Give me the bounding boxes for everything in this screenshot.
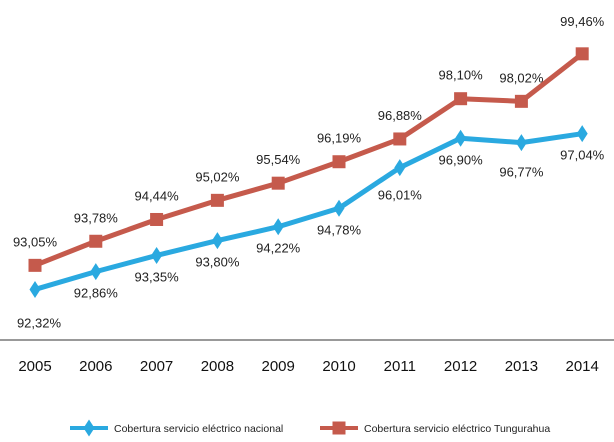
data-point-diamond — [272, 218, 284, 236]
data-point-square — [514, 94, 528, 108]
data-point-square — [210, 193, 224, 207]
data-point-diamond — [333, 199, 345, 217]
x-tick-label: 2014 — [566, 358, 599, 375]
data-point-diamond — [29, 280, 41, 298]
data-point-diamond — [455, 129, 467, 147]
data-label: 98,10% — [439, 68, 484, 83]
x-tick-label: 2010 — [322, 358, 355, 375]
data-label: 92,32% — [17, 315, 62, 330]
x-tick-label: 2012 — [444, 358, 477, 375]
legend-label: Cobertura servicio eléctrico Tungurahua — [364, 423, 550, 435]
data-label: 96,90% — [439, 152, 484, 167]
series-line — [34, 131, 583, 292]
data-label: 97,04% — [560, 148, 605, 163]
data-label: 95,02% — [195, 169, 240, 184]
series-group — [28, 47, 589, 298]
x-tick-label: 2009 — [262, 358, 295, 375]
data-label: 98,02% — [499, 70, 544, 85]
x-tick-label: 2006 — [79, 358, 112, 375]
legend-label: Cobertura servicio eléctrico nacional — [114, 423, 283, 435]
data-label: 99,46% — [560, 14, 605, 29]
data-point-square — [271, 176, 285, 190]
data-label: 96,01% — [378, 188, 423, 203]
data-label: 94,44% — [135, 188, 180, 203]
data-point-square — [28, 258, 42, 272]
x-tick-label: 2013 — [505, 358, 538, 375]
x-axis: 2005 2006 2007 2008 2009 2010 2011 2012 2013 2014 — [0, 339, 614, 375]
x-tick-label: 2005 — [18, 358, 51, 375]
series-tungurahua — [28, 47, 589, 272]
data-point-diamond — [394, 159, 406, 177]
x-tick-label: 2007 — [140, 358, 173, 375]
data-label: 93,05% — [13, 234, 58, 249]
legend-item: Cobertura servicio eléctrico Tungurahua — [320, 421, 550, 435]
data-point-square — [575, 47, 589, 61]
data-point-diamond — [151, 246, 163, 264]
data-label: 96,77% — [499, 165, 544, 180]
data-label: 94,78% — [317, 222, 362, 237]
data-point-square — [150, 212, 164, 226]
series-line — [34, 51, 584, 268]
data-point-diamond — [83, 419, 95, 437]
data-point-diamond — [90, 263, 102, 281]
data-point-square — [332, 155, 346, 169]
data-point-square — [89, 234, 103, 248]
data-label: 96,19% — [317, 131, 362, 146]
data-point-diamond — [211, 232, 223, 250]
data-point-square — [332, 421, 346, 435]
data-point-square — [393, 132, 407, 146]
data-label: 96,88% — [378, 108, 423, 123]
data-point-diamond — [515, 134, 527, 152]
data-label: 93,78% — [74, 210, 119, 225]
data-label: 94,22% — [256, 241, 301, 256]
data-label: 93,80% — [195, 255, 240, 270]
data-point-diamond — [576, 125, 588, 143]
data-labels: 92,32% 92,86% 93,35% 93,80% 94,22% 94,78% 96,0… — [13, 14, 605, 331]
data-point-square — [454, 92, 468, 106]
x-tick-label: 2011 — [384, 358, 416, 375]
series-national — [29, 125, 588, 298]
data-label: 95,54% — [256, 152, 301, 167]
legend-item: Cobertura servicio eléctrico nacional — [70, 419, 283, 437]
x-tick-label: 2008 — [201, 358, 234, 375]
legend: Cobertura servicio eléctrico nacional Cob… — [70, 419, 550, 437]
data-label: 92,86% — [74, 286, 119, 301]
data-label: 93,35% — [135, 269, 180, 284]
